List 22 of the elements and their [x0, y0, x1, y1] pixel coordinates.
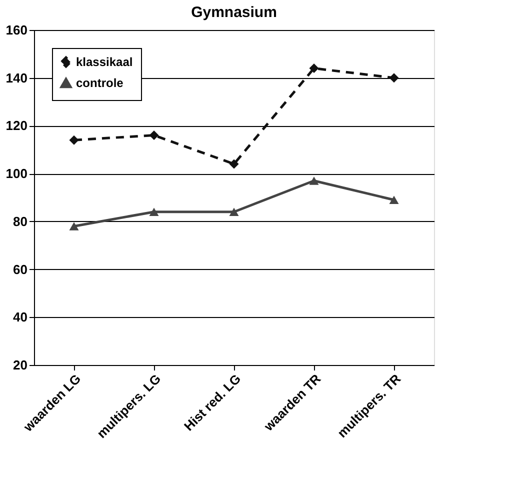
legend-label: klassikaal [76, 55, 133, 69]
y-tick-label: 160 [6, 22, 28, 38]
point [69, 135, 79, 145]
y-tick-label: 120 [6, 118, 28, 134]
y-tick-label: 20 [13, 358, 28, 372]
y-tick-label: 40 [13, 310, 28, 325]
point [309, 64, 319, 74]
point [389, 73, 399, 83]
y-tick-label: 60 [13, 262, 28, 277]
point [229, 159, 239, 169]
y-tick-label: 140 [6, 70, 28, 86]
point [229, 208, 239, 216]
y-tick-label: 100 [6, 166, 28, 182]
point [389, 196, 399, 204]
point [149, 130, 159, 140]
point [309, 176, 319, 185]
y-tick-label: 80 [13, 214, 28, 229]
point [69, 222, 79, 230]
point [149, 208, 159, 216]
legend-label: controle [76, 76, 124, 90]
x-tick-label: Hist red. LG [180, 371, 244, 434]
chart-title: Gymnasium [191, 4, 277, 21]
